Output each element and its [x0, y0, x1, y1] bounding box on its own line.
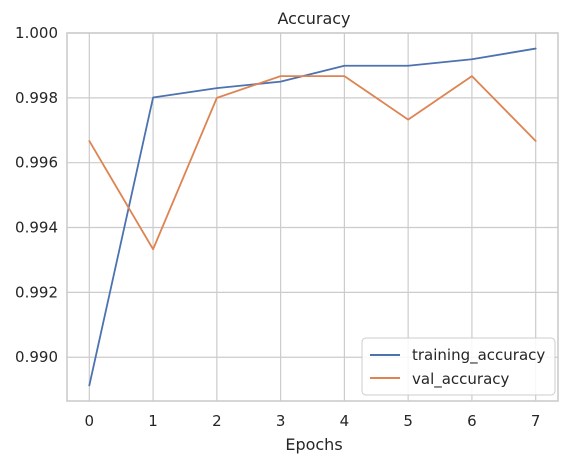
- series-line-training-accuracy: [88, 47, 537, 387]
- x-tick-label: 3: [276, 412, 286, 430]
- x-tick-label: 2: [212, 412, 222, 430]
- legend-label-training-accuracy: training_accuracy: [412, 346, 545, 365]
- legend-box: [361, 337, 556, 396]
- x-tick-label: 4: [340, 412, 350, 430]
- chart-title: Accuracy: [277, 9, 350, 28]
- y-tick-label: 0.990: [15, 348, 58, 366]
- y-tick-label: 0.998: [15, 89, 58, 107]
- y-tick-label: 0.992: [15, 283, 58, 301]
- x-tick-label: 7: [531, 412, 541, 430]
- series-line-val-accuracy: [88, 75, 537, 251]
- x-axis-label: Epochs: [285, 435, 342, 454]
- x-tick-label: 0: [85, 412, 95, 430]
- plot-area-border: [66, 32, 559, 402]
- tick-labels: 0 1 2 3 4 5 6 7 0.990 0.992 0.994 0.996 0.998 1.000: [15, 24, 540, 430]
- legend: training_accuracy val_accuracy: [361, 337, 556, 396]
- series-lines: [88, 47, 537, 387]
- y-tick-label: 1.000: [15, 24, 58, 42]
- x-tick-label: 6: [467, 412, 477, 430]
- legend-label-val-accuracy: val_accuracy: [412, 370, 510, 389]
- plot-frame: [66, 32, 559, 402]
- x-tick-label: 5: [403, 412, 413, 430]
- y-tick-label: 0.994: [15, 219, 58, 237]
- x-tick-label: 1: [148, 412, 158, 430]
- y-tick-label: 0.996: [15, 154, 58, 172]
